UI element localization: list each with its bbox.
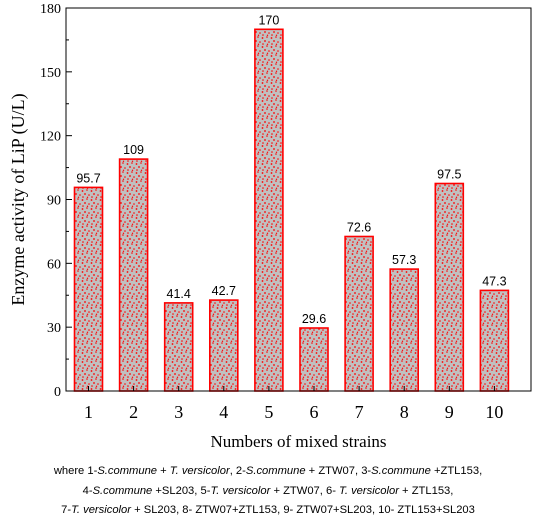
data-label-4: 42.7 — [212, 284, 236, 298]
bar-2 — [118, 158, 149, 392]
x-tick-label-7: 7 — [355, 402, 364, 422]
y-tick-label-30: 30 — [47, 321, 61, 336]
y-tick-label-90: 90 — [47, 194, 61, 209]
caption-line-2: 4-S.commune +SL203, 5-T. versicolor + ZT… — [82, 484, 454, 497]
y-tick-label-120: 120 — [40, 130, 61, 145]
bar-3 — [163, 302, 194, 392]
data-label-6: 29.6 — [302, 312, 326, 326]
x-tick-label-3: 3 — [174, 402, 183, 422]
x-tick-label-10: 10 — [485, 402, 503, 422]
caption-line-3: 7-T. versicolor + SL203, 8- ZTW07+ZTL153… — [61, 504, 475, 516]
data-label-10: 47.3 — [482, 274, 506, 288]
data-label-8: 57.3 — [392, 253, 416, 267]
x-tick-label-9: 9 — [445, 402, 454, 422]
bar-7 — [344, 235, 374, 392]
caption-line-1: where 1-S.commune + T. versicolor, 2-S.c… — [53, 465, 483, 477]
data-label-9: 97.5 — [437, 168, 461, 182]
x-tick-label-1: 1 — [84, 402, 93, 422]
bar-4 — [209, 299, 239, 392]
x-tick-label-8: 8 — [400, 402, 409, 422]
x-axis-title: Numbers of mixed strains — [210, 432, 386, 451]
x-tick-label-6: 6 — [310, 402, 319, 422]
data-label-2: 109 — [123, 143, 144, 157]
bar-6 — [299, 327, 329, 392]
bar-10 — [479, 289, 510, 392]
y-axis-title: Enzyme activity of LiP (U/L) — [8, 93, 29, 305]
bar-9 — [434, 182, 465, 392]
bar-8 — [389, 268, 420, 392]
data-label-3: 41.4 — [167, 287, 191, 301]
data-label-5: 170 — [258, 13, 279, 27]
x-tick-label-4: 4 — [219, 402, 228, 422]
x-tick-label-5: 5 — [264, 402, 273, 422]
bar-1 — [73, 186, 104, 392]
data-label-1: 95.7 — [76, 171, 100, 185]
y-tick-label-60: 60 — [47, 257, 61, 272]
y-tick-label-0: 0 — [54, 385, 61, 400]
y-tick-label-150: 150 — [40, 66, 61, 81]
bar-5 — [254, 28, 284, 392]
data-label-7: 72.6 — [347, 221, 371, 235]
y-tick-label-180: 180 — [40, 2, 61, 17]
x-tick-label-2: 2 — [129, 402, 138, 422]
figure-caption: where 1-S.commune + T. versicolor, 2-S.c… — [0, 462, 536, 521]
